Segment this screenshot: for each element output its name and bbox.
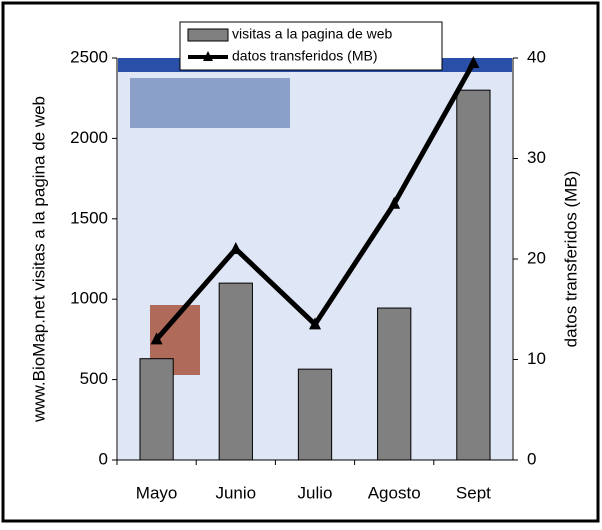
- x-tick-label: Mayo: [136, 483, 178, 502]
- y2-tick-label: 20: [527, 248, 546, 267]
- bar: [218, 282, 253, 461]
- bar: [377, 307, 412, 461]
- line-marker: [229, 241, 242, 254]
- bar: [139, 358, 174, 461]
- y-tick-label: 1000: [70, 289, 108, 308]
- x-tick-label: Agosto: [368, 483, 421, 502]
- legend-label: datos transferidos (MB): [232, 48, 378, 64]
- line-marker: [150, 332, 163, 345]
- y-tick-label: 0: [99, 449, 108, 468]
- y2-tick-label: 40: [527, 47, 546, 66]
- y2-axis-title: datos transferidos (MB): [561, 171, 580, 348]
- legend-swatch: [187, 28, 229, 42]
- y2-tick-label: 30: [527, 148, 546, 167]
- bar: [456, 89, 491, 461]
- bar: [297, 368, 333, 461]
- line-marker: [388, 196, 401, 209]
- x-tick-label: Sept: [456, 483, 491, 502]
- screenshot-banner: [130, 78, 290, 128]
- line-marker: [309, 317, 321, 330]
- y-tick-label: 1500: [70, 208, 108, 227]
- y-axis-title: www.BioMap.net visitas a la pagina de we…: [29, 96, 48, 423]
- y2-tick-label: 0: [527, 449, 536, 468]
- legend-label: visitas a la pagina de web: [232, 26, 393, 42]
- x-tick-label: Junio: [215, 483, 256, 502]
- legend-marker: [203, 51, 213, 61]
- legend: visitas a la pagina de web datos transfer…: [179, 21, 443, 71]
- x-tick-label: Julio: [298, 483, 333, 502]
- line-marker: [467, 56, 480, 69]
- y2-tick-label: 10: [527, 349, 546, 368]
- y-tick-label: 2500: [70, 47, 108, 66]
- y-tick-label: 500: [80, 369, 108, 388]
- y-tick-label: 2000: [70, 128, 108, 147]
